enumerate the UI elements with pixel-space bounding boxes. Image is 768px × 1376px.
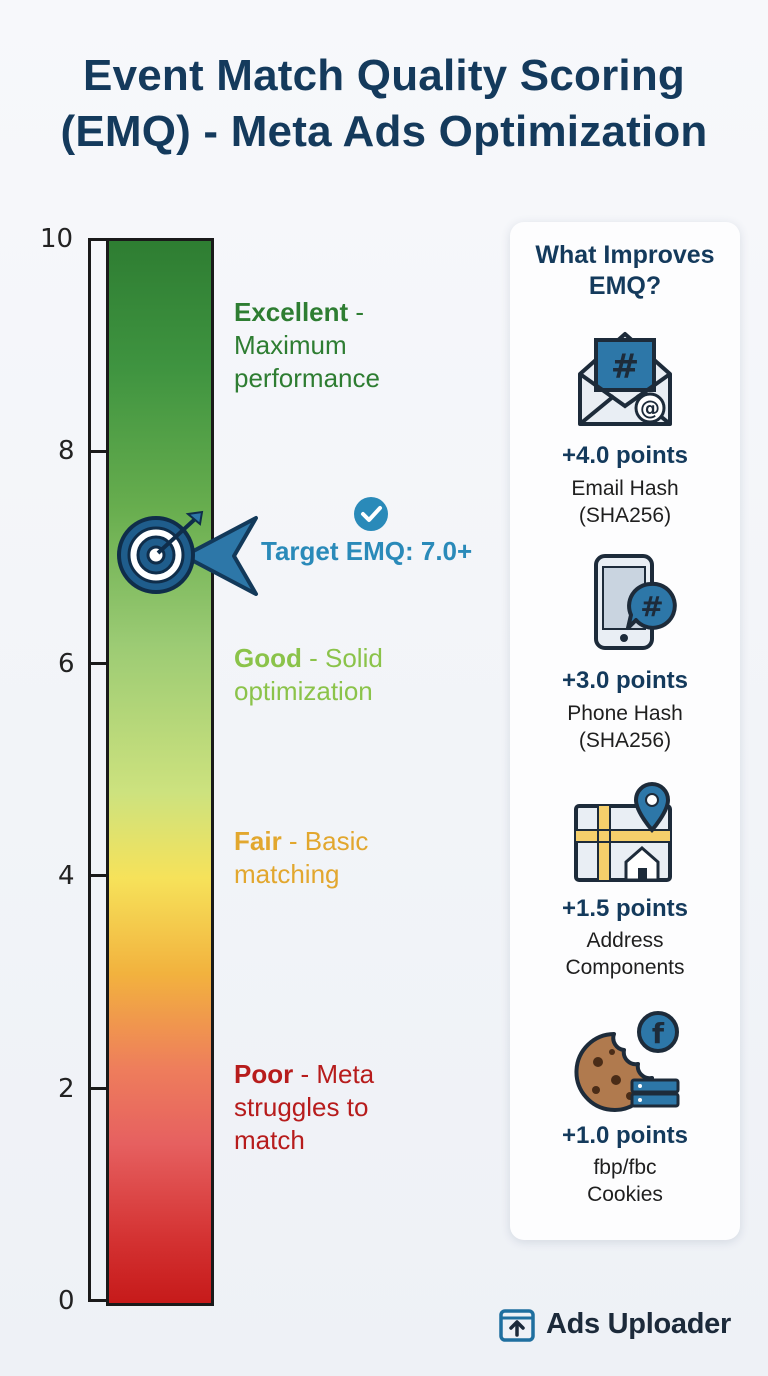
item-email-label-1: Email Hash	[571, 477, 679, 500]
item-address-label-2: Components	[565, 956, 685, 979]
item-phone-label-2: (SHA256)	[578, 729, 672, 752]
tick-mark-8	[88, 450, 108, 453]
band-poor-desc: Meta struggles to match	[234, 1059, 375, 1155]
tick-mark-2	[88, 1087, 108, 1090]
band-fair-desc: Basic matching	[234, 826, 369, 889]
axis-line	[88, 238, 91, 1302]
band-excellent-name: Excellent	[234, 297, 349, 327]
emq-improvements-panel: What Improves EMQ? # @ +4.0 points Email…	[510, 222, 740, 1240]
brand-name: Ads Uploader	[546, 1307, 731, 1340]
item-cookie-label-2: Cookies	[587, 1183, 663, 1206]
title-line-2: (EMQ) - Meta Ads Optimization	[60, 107, 708, 156]
band-excellent-desc: Maximum performance	[234, 330, 380, 393]
band-good-name: Good	[234, 643, 302, 673]
band-good-desc: Solid optimization	[234, 643, 383, 706]
target-emq-label: Target EMQ: 7.0+	[261, 536, 473, 566]
tick-mark-6	[88, 662, 108, 665]
tick-label-6: 6	[58, 649, 75, 679]
item-phone-label-1: Phone Hash	[567, 702, 683, 725]
item-address-label-1: Address	[586, 929, 664, 952]
band-fair: Fair - Basic matching	[234, 826, 369, 889]
phone-hash-icon: #	[594, 554, 677, 650]
tick-label-4: 4	[58, 861, 75, 891]
tick-label-0: 0	[58, 1286, 75, 1316]
svg-text:f: f	[652, 1017, 665, 1050]
svg-text:#: #	[640, 590, 663, 623]
check-icon	[354, 497, 388, 531]
tick-mark-4	[88, 874, 108, 877]
tick-label-8: 8	[58, 436, 75, 466]
target-marker-icon	[117, 510, 258, 596]
item-email-label-2: (SHA256)	[578, 504, 672, 527]
tick-label-2: 2	[58, 1074, 75, 1104]
item-phone-points: +3.0 points	[561, 667, 689, 694]
item-address-points: +1.5 points	[561, 895, 689, 922]
item-cookie-points: +1.0 points	[561, 1122, 689, 1149]
tick-label-10: 10	[40, 224, 74, 254]
band-excellent: Excellent - Maximum performance	[234, 297, 380, 393]
brand-logo: Ads Uploader	[498, 1304, 731, 1344]
emq-gradient-bar	[106, 238, 214, 1306]
svg-text:#: #	[611, 347, 640, 387]
cookie-icon: f	[574, 1011, 680, 1112]
upload-box-icon	[499, 1309, 535, 1342]
band-fair-name: Fair	[234, 826, 282, 856]
page-title: Event Match Quality Scoring (EMQ) - Meta…	[0, 48, 768, 160]
title-line-1: Event Match Quality Scoring	[83, 51, 685, 100]
band-poor-name: Poor	[234, 1059, 294, 1089]
band-poor: Poor - Meta struggles to match	[234, 1059, 375, 1155]
tick-mark-10	[88, 238, 108, 241]
email-hash-icon: # @	[578, 332, 672, 426]
tick-mark-0	[88, 1299, 108, 1302]
panel-title: What Improves EMQ?	[535, 241, 715, 300]
item-email-points: +4.0 points	[561, 442, 689, 469]
svg-text:@: @	[640, 396, 660, 420]
address-map-icon	[574, 782, 672, 882]
item-cookie-label-1: fbp/fbc	[593, 1156, 657, 1179]
band-good: Good - Solid optimization	[234, 643, 383, 706]
